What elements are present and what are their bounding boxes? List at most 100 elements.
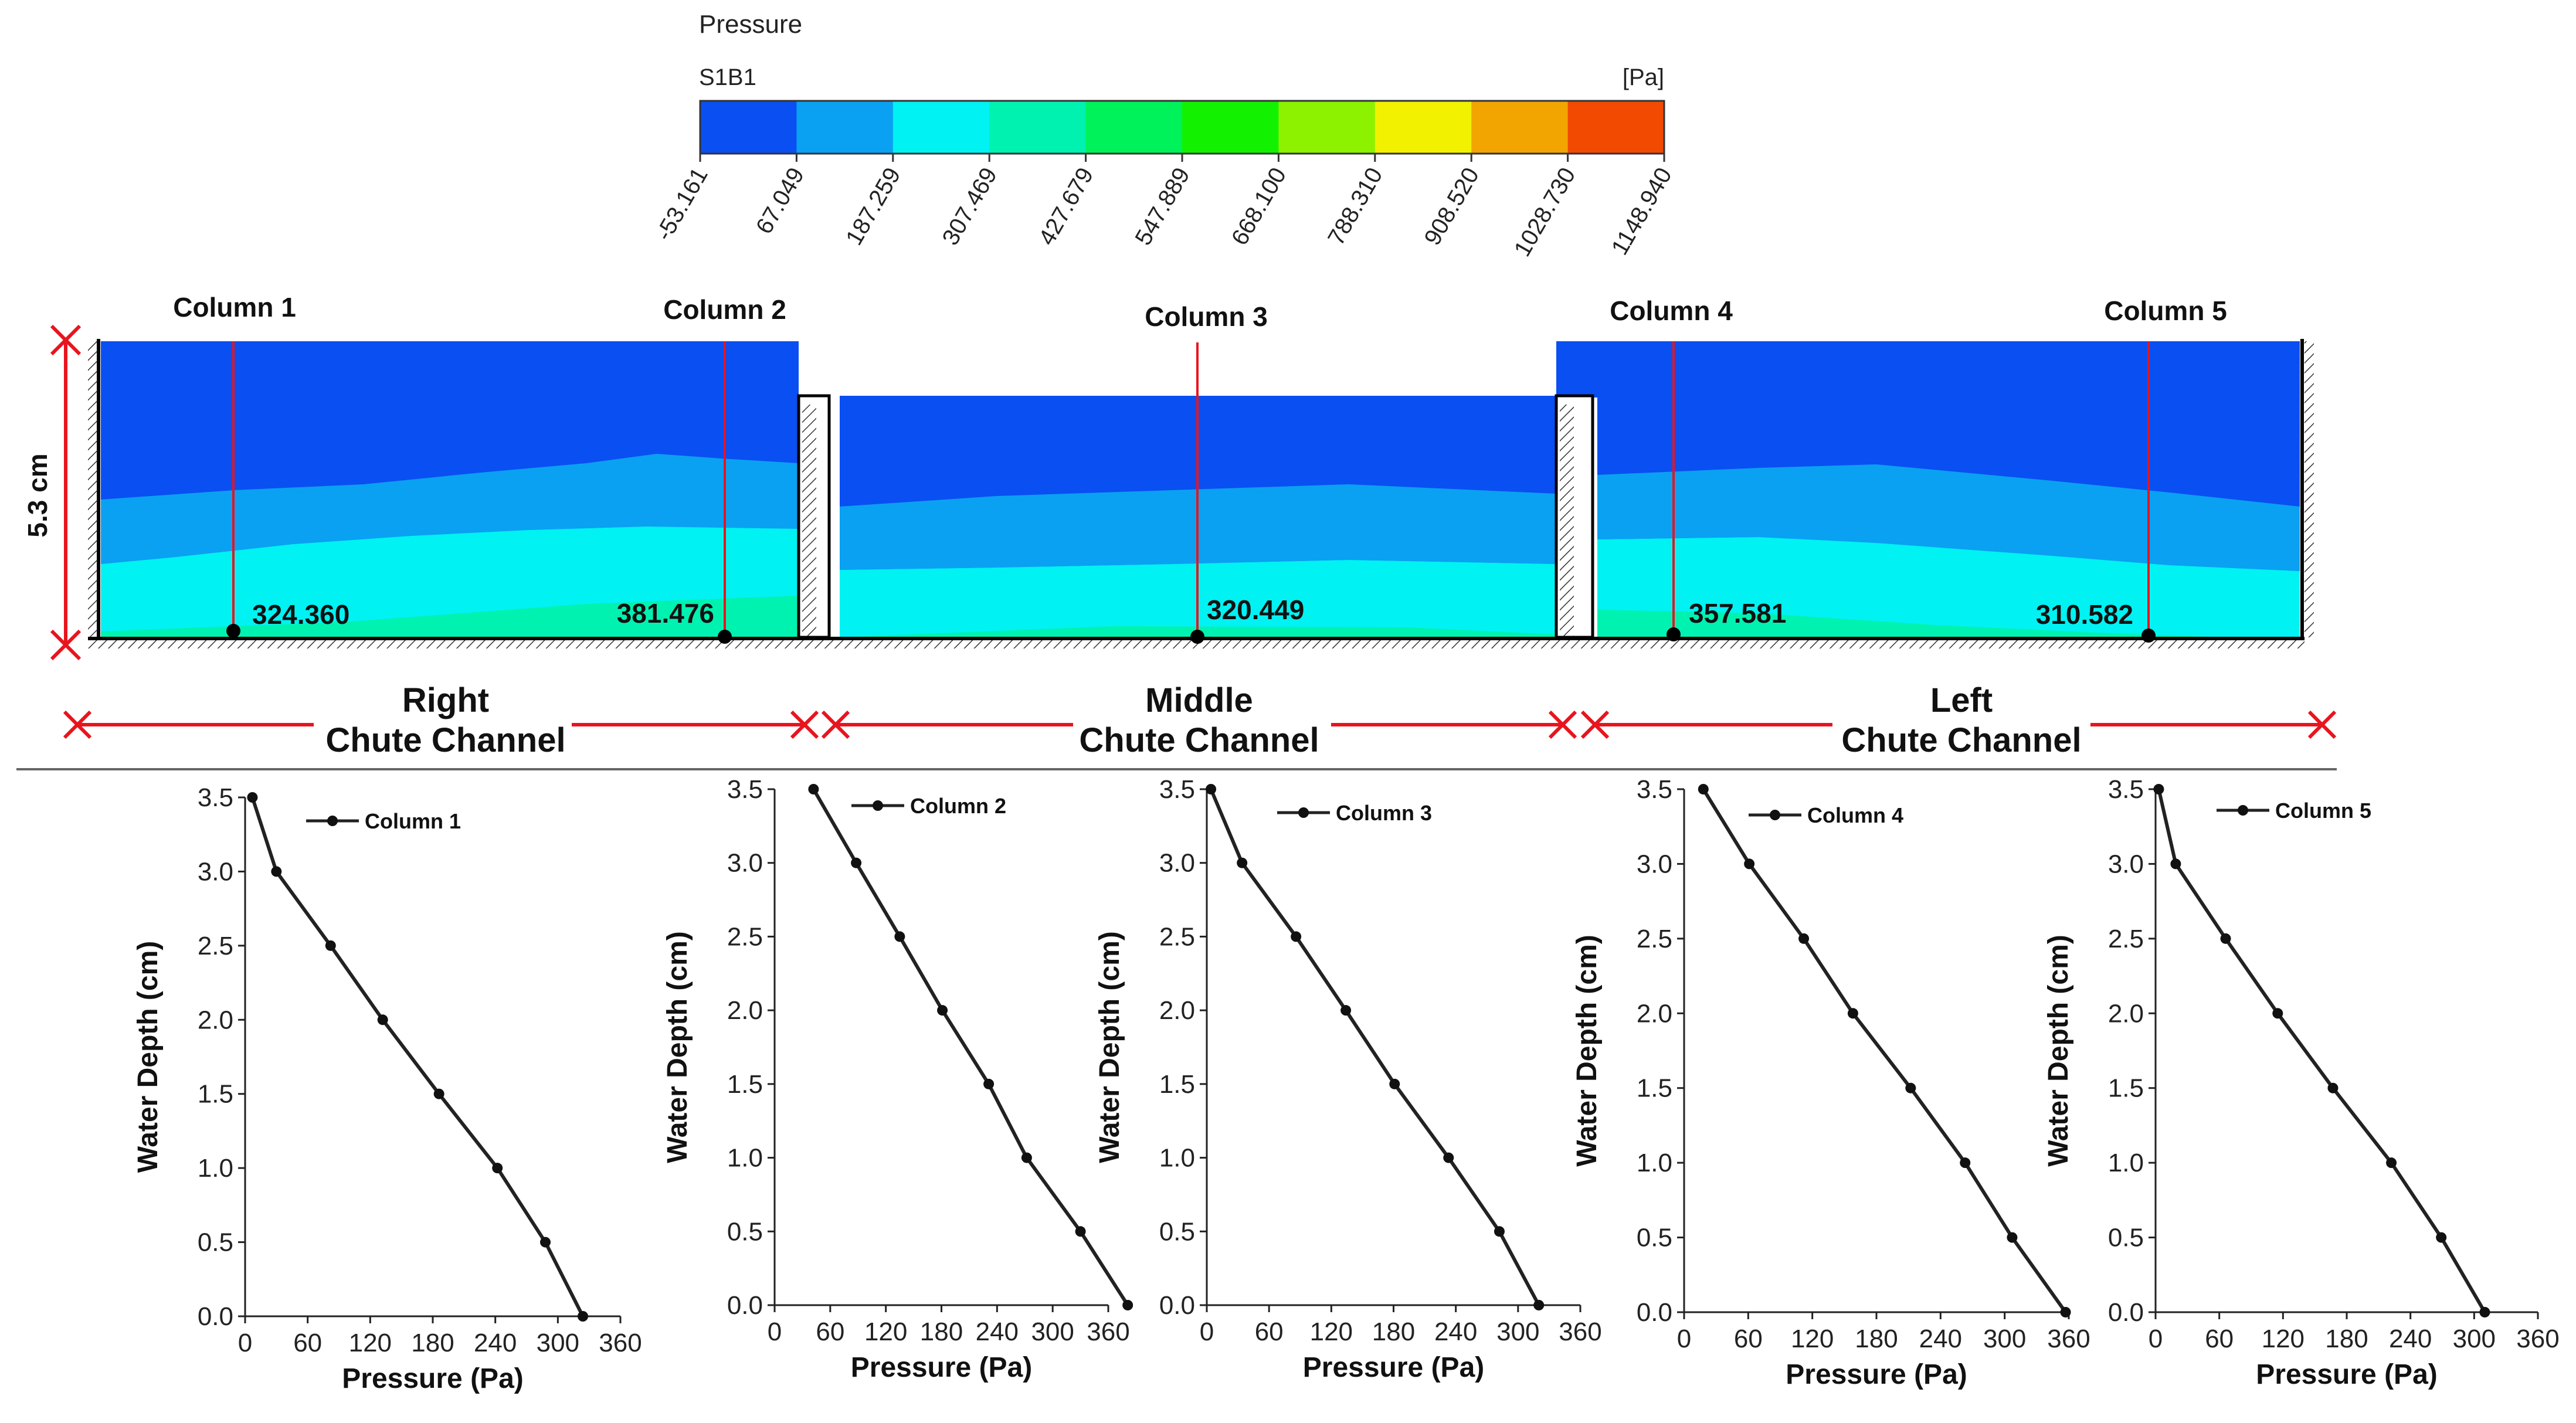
data-point	[2170, 858, 2181, 870]
legend-swatch	[989, 101, 1087, 154]
y-tick-label: 1.0	[2108, 1149, 2144, 1177]
x-tick-label: 300	[1496, 1317, 1539, 1346]
legend-tick-label: 668.100	[1227, 164, 1291, 250]
channel-1-subtitle: Chute Channel	[325, 721, 565, 759]
dimension-tick	[1548, 710, 1577, 739]
series-line-column-5	[2157, 789, 2487, 1313]
data-point	[937, 1005, 948, 1016]
series-line-column-2	[812, 788, 1129, 1306]
data-point	[540, 1237, 551, 1248]
column-1-probe-point	[226, 624, 240, 638]
y-tick-label: 2.0	[727, 996, 763, 1025]
x-tick-label: 0	[768, 1317, 782, 1346]
right-wall-hatch	[2305, 341, 2314, 637]
legend-tick-label: 788.310	[1323, 164, 1387, 250]
y-tick-label: 2.5	[1637, 925, 1672, 953]
x-tick-label: 180	[1855, 1324, 1898, 1353]
chart-column-5: 0.0 0.5 1.0 1.5 2.0 2.5 3.0 3.5 0 60 120 180 240 300 3…	[2043, 775, 2560, 1390]
data-point	[2327, 1082, 2339, 1093]
height-dimension-tick-bottom-2	[50, 629, 82, 661]
data-point	[1291, 931, 1302, 942]
legend-swatch	[892, 101, 990, 154]
y-tick-label: 0.0	[727, 1291, 763, 1320]
y-tick-label: 1.0	[1159, 1144, 1195, 1173]
column-3-label: Column 3	[1145, 301, 1268, 332]
x-tick-label: 60	[1255, 1317, 1284, 1346]
y-tick-label: 3.0	[1159, 849, 1195, 878]
data-point	[247, 792, 258, 803]
y-tick-label: 1.0	[1637, 1149, 1672, 1177]
x-tick-label: 360	[2516, 1324, 2559, 1353]
chart-column-3: 0.0 0.5 1.0 1.5 2.0 2.5 3.0 3.5 0 60 120 180 240 300 3…	[1094, 775, 1602, 1383]
data-point	[1021, 1152, 1032, 1163]
legend-swatch	[1085, 101, 1183, 154]
column-3-value: 320.449	[1207, 595, 1304, 625]
y-tick-label: 1.5	[727, 1070, 763, 1099]
data-point	[2007, 1232, 2018, 1243]
column-3-probe-point	[1190, 630, 1204, 644]
x-tick-label: 300	[537, 1329, 579, 1357]
x-tick-label: 0	[1200, 1317, 1214, 1346]
column-2-value: 381.476	[617, 598, 714, 629]
height-label: 5.3 cm	[22, 453, 53, 537]
chart-column-1: 0.0 0.5 1.0 1.5 2.0 2.5 3.0 3.5 0 60 120 180 240 300 3…	[133, 783, 642, 1394]
y-tick-label: 1.0	[198, 1154, 233, 1183]
column-5-probe-point	[2141, 629, 2156, 643]
data-point	[1744, 858, 1755, 870]
x-tick-label: 120	[349, 1329, 392, 1357]
x-axis-title: Pressure (Pa)	[342, 1363, 524, 1394]
data-point	[2479, 1307, 2490, 1317]
x-tick-label: 60	[2205, 1324, 2234, 1353]
channel-2-subtitle: Chute Channel	[1079, 721, 1319, 759]
legend-tick-label: 187.259	[841, 164, 905, 250]
data-point	[1206, 784, 1217, 794]
data-point	[2272, 1008, 2283, 1019]
y-axis-title: Water Depth (cm)	[662, 931, 693, 1163]
x-axis-title: Pressure (Pa)	[851, 1352, 1033, 1383]
legend-tick-label: -53.161	[651, 164, 713, 245]
data-point	[1494, 1226, 1505, 1237]
contour-band-cyan-3	[1597, 537, 2300, 637]
chart-column-4: 0.0 0.5 1.0 1.5 2.0 2.5 3.0 3.5 0 60 120 180 240 300 3…	[1572, 775, 2090, 1390]
y-tick-label: 2.5	[1159, 922, 1195, 951]
data-point	[808, 784, 819, 794]
x-tick-label: 60	[1734, 1324, 1763, 1353]
data-point	[1698, 784, 1709, 794]
dimension-tick	[63, 710, 92, 739]
legend-swatch	[1182, 101, 1279, 154]
y-tick-label: 0.0	[198, 1302, 233, 1331]
chart-legend-marker	[1298, 807, 1309, 818]
data-point	[2153, 784, 2164, 794]
y-tick-label: 1.5	[2108, 1074, 2144, 1103]
x-tick-label: 360	[1559, 1317, 1601, 1346]
column-4-value: 357.581	[1689, 598, 1786, 629]
channel-2-name: Middle	[1145, 681, 1253, 719]
y-tick-label: 3.0	[727, 849, 763, 878]
x-tick-label: 360	[599, 1329, 642, 1357]
y-tick-label: 0.0	[1637, 1298, 1672, 1327]
contour-band-teal-3	[1597, 610, 2228, 637]
x-tick-label: 300	[2453, 1324, 2496, 1353]
column-2-label: Column 2	[663, 294, 786, 325]
color-legend: Pressure S1B1 [Pa] -53.161 67.049 187.259 3…	[651, 10, 1677, 261]
chart-legend-label: Column 5	[2275, 799, 2371, 823]
legend-title: Pressure	[699, 10, 802, 39]
x-tick-label: 300	[1031, 1317, 1074, 1346]
data-point	[2436, 1232, 2447, 1243]
y-tick-label: 1.5	[1637, 1074, 1672, 1103]
x-tick-label: 120	[1310, 1317, 1353, 1346]
dimension-tick	[1580, 710, 1610, 739]
data-point	[2220, 933, 2231, 944]
y-tick-label: 3.5	[727, 775, 763, 804]
y-tick-label: 3.5	[1637, 775, 1672, 804]
chart-column-2: 0.0 0.5 1.0 1.5 2.0 2.5 3.0 3.5 0 60 120 180 240 300 3…	[662, 775, 1133, 1383]
chart-legend-marker	[873, 800, 883, 811]
data-point	[377, 1014, 388, 1025]
x-tick-label: 180	[411, 1329, 454, 1357]
chart-legend-marker	[2238, 805, 2248, 816]
x-tick-label: 180	[920, 1317, 963, 1346]
x-tick-label: 0	[238, 1329, 252, 1357]
data-point	[1960, 1157, 1971, 1169]
legend-tick-label: 1148.940	[1607, 164, 1677, 260]
